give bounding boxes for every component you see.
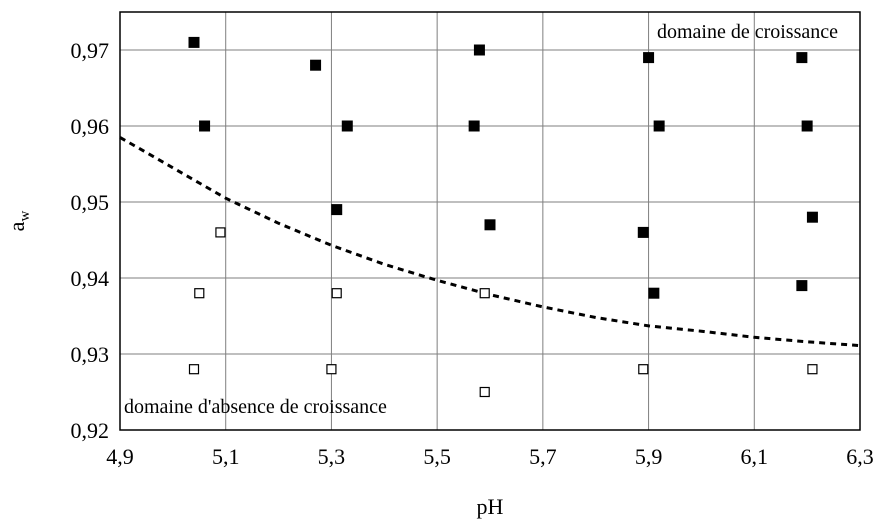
growth-point <box>473 44 485 56</box>
growth-point <box>310 59 322 71</box>
x-tick-labels: 4,9 5,1 5,3 5,5 5,7 5,9 6,1 6,3 <box>106 444 874 469</box>
y-tick-label: 0,95 <box>71 190 110 215</box>
growth-point <box>188 36 200 48</box>
no-growth-point <box>326 364 337 375</box>
growth-point <box>637 226 649 238</box>
x-tick-label: 5,5 <box>423 444 451 469</box>
y-axis-label-main: a <box>4 221 29 231</box>
y-tick-label: 0,96 <box>71 114 110 139</box>
no-growth-point <box>215 227 226 238</box>
growth-point <box>653 120 665 132</box>
y-tick-label: 0,93 <box>71 342 110 367</box>
growth-point <box>801 120 813 132</box>
x-tick-label: 4,9 <box>106 444 134 469</box>
y-tick-label: 0,92 <box>71 418 110 443</box>
growth-point <box>468 120 480 132</box>
y-tick-labels: 0,92 0,93 0,94 0,95 0,96 0,97 <box>71 38 110 443</box>
y-tick-label: 0,94 <box>71 266 110 291</box>
x-tick-label: 5,3 <box>318 444 346 469</box>
x-tick-label: 5,7 <box>529 444 557 469</box>
y-axis-label-subscript: w <box>17 211 33 222</box>
y-tick-label: 0,97 <box>71 38 110 63</box>
x-tick-label: 6,3 <box>846 444 874 469</box>
growth-point <box>331 204 343 216</box>
data-points <box>188 36 818 398</box>
growth-point <box>806 211 818 223</box>
boundary-curve-layer <box>119 136 861 348</box>
x-tick-label: 5,9 <box>635 444 663 469</box>
no-growth-point <box>638 364 649 375</box>
growth-point <box>341 120 353 132</box>
growth-point <box>484 219 496 231</box>
growth-point <box>643 52 655 64</box>
annotation-no-growth-domain: domaine d'absence de croissance <box>124 396 387 418</box>
growth-boundary-curve <box>119 136 861 348</box>
grid <box>119 12 861 431</box>
x-tick-label: 6,1 <box>741 444 769 469</box>
no-growth-point <box>188 364 200 375</box>
growth-point <box>648 287 660 299</box>
x-axis-label: pH <box>477 494 504 519</box>
growth-point <box>796 52 808 64</box>
no-growth-point <box>194 288 205 299</box>
growth-point <box>199 120 211 132</box>
x-tick-label: 5,1 <box>212 444 240 469</box>
no-growth-point <box>479 386 490 398</box>
no-growth-point <box>807 364 818 375</box>
plot-frame <box>119 11 861 431</box>
no-growth-point <box>479 288 490 299</box>
growth-point <box>796 280 808 292</box>
annotation-growth-domain: domaine de croissance <box>657 21 838 43</box>
no-growth-point <box>331 288 342 299</box>
y-axis-label: aw <box>4 211 33 232</box>
